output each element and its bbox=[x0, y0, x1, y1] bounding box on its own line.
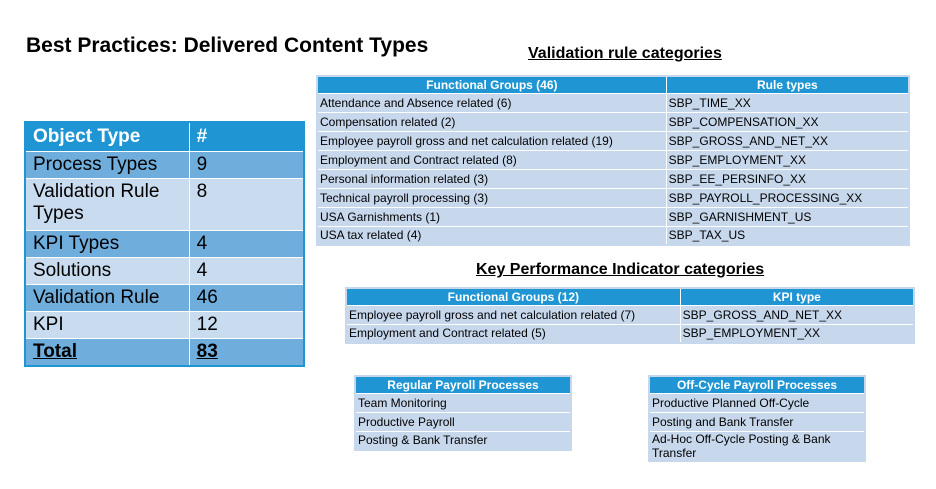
kpi-category-table: Functional Groups (12) KPI type Employee… bbox=[345, 287, 915, 344]
table-row: Validation Rule 46 bbox=[24, 283, 305, 312]
regular-header-row: Regular Payroll Processes bbox=[354, 375, 572, 394]
functional-group-cell: Employment and Contract related (5) bbox=[345, 323, 681, 344]
page-title: Best Practices: Delivered Content Types bbox=[26, 34, 429, 57]
table-row: Employment and Contract related (5) SBP_… bbox=[345, 323, 915, 344]
table-row: KPI 12 bbox=[24, 310, 305, 339]
offcycle-payroll-table: Off-Cycle Payroll Processes Productive P… bbox=[648, 375, 866, 462]
kpi-type-header: KPI type bbox=[679, 287, 915, 306]
functional-group-cell: USA tax related (4) bbox=[316, 225, 667, 246]
functional-group-cell: Attendance and Absence related (6) bbox=[316, 92, 667, 113]
functional-group-cell: Employee payroll gross and net calculati… bbox=[316, 130, 667, 151]
object-type-table: Object Type # Process Types 9 Validation… bbox=[24, 121, 305, 367]
object-table-header-row: Object Type # bbox=[24, 121, 305, 152]
rule-type-cell: SBP_GROSS_AND_NET_XX bbox=[665, 130, 910, 151]
total-row: Total 83 bbox=[24, 337, 305, 366]
list-item: Productive Payroll bbox=[354, 411, 572, 432]
process-cell: Productive Payroll bbox=[354, 411, 572, 432]
list-item: Posting and Bank Transfer bbox=[648, 411, 866, 432]
total-count: 83 bbox=[188, 337, 305, 366]
table-row: USA Garnishments (1) SBP_GARNISHMENT_US bbox=[316, 206, 910, 227]
rule-types-header: Rule types bbox=[665, 75, 910, 94]
rule-type-cell: SBP_EMPLOYMENT_XX bbox=[665, 149, 910, 170]
offcycle-payroll-header: Off-Cycle Payroll Processes bbox=[648, 375, 866, 394]
validation-section-title: Validation rule categories bbox=[528, 45, 722, 62]
object-type-header: Object Type bbox=[24, 121, 190, 152]
functional-group-cell: Compensation related (2) bbox=[316, 111, 667, 132]
object-type-cell: KPI bbox=[24, 310, 190, 339]
kpi-type-cell: SBP_GROSS_AND_NET_XX bbox=[679, 304, 915, 325]
table-row: KPI Types 4 bbox=[24, 229, 305, 258]
count-cell: 12 bbox=[188, 310, 305, 339]
offcycle-header-row: Off-Cycle Payroll Processes bbox=[648, 375, 866, 394]
table-row: Attendance and Absence related (6) SBP_T… bbox=[316, 92, 910, 113]
object-type-cell: Process Types bbox=[24, 150, 190, 179]
table-row: Process Types 9 bbox=[24, 150, 305, 179]
count-header: # bbox=[188, 121, 305, 152]
functional-group-cell: Employment and Contract related (8) bbox=[316, 149, 667, 170]
list-item: Team Monitoring bbox=[354, 392, 572, 413]
count-cell: 4 bbox=[188, 256, 305, 285]
total-label: Total bbox=[24, 337, 190, 366]
table-row: USA tax related (4) SBP_TAX_US bbox=[316, 225, 910, 246]
count-cell: 4 bbox=[188, 229, 305, 258]
object-type-cell: Validation Rule bbox=[24, 283, 190, 312]
table-row: Solutions 4 bbox=[24, 256, 305, 285]
process-cell: Ad-Hoc Off-Cycle Posting & Bank Transfer bbox=[648, 430, 866, 462]
regular-payroll-header: Regular Payroll Processes bbox=[354, 375, 572, 394]
table-row: Technical payroll processing (3) SBP_PAY… bbox=[316, 187, 910, 208]
rule-type-cell: SBP_TAX_US bbox=[665, 225, 910, 246]
kpi-section-title: Key Performance Indicator categories bbox=[476, 261, 765, 278]
regular-payroll-table: Regular Payroll Processes Team Monitorin… bbox=[354, 375, 572, 451]
functional-group-cell: USA Garnishments (1) bbox=[316, 206, 667, 227]
list-item: Productive Planned Off-Cycle bbox=[648, 392, 866, 413]
table-row: Employee payroll gross and net calculati… bbox=[345, 304, 915, 325]
count-cell: 9 bbox=[188, 150, 305, 179]
list-item: Posting & Bank Transfer bbox=[354, 430, 572, 451]
rule-type-cell: SBP_COMPENSATION_XX bbox=[665, 111, 910, 132]
functional-groups-header: Functional Groups (12) bbox=[345, 287, 681, 306]
process-cell: Productive Planned Off-Cycle bbox=[648, 392, 866, 413]
table-row: Personal information related (3) SBP_EE_… bbox=[316, 168, 910, 189]
count-cell: 8 bbox=[188, 177, 305, 231]
rule-type-cell: SBP_PAYROLL_PROCESSING_XX bbox=[665, 187, 910, 208]
object-type-cell: Validation Rule Types bbox=[24, 177, 190, 231]
process-cell: Posting & Bank Transfer bbox=[354, 430, 572, 451]
table-row: Employee payroll gross and net calculati… bbox=[316, 130, 910, 151]
kpi-header-row: Functional Groups (12) KPI type bbox=[345, 287, 915, 306]
functional-groups-header: Functional Groups (46) bbox=[316, 75, 667, 94]
table-row: Validation Rule Types 8 bbox=[24, 177, 305, 231]
list-item: Ad-Hoc Off-Cycle Posting & Bank Transfer bbox=[648, 430, 866, 462]
rule-type-cell: SBP_GARNISHMENT_US bbox=[665, 206, 910, 227]
object-type-cell: Solutions bbox=[24, 256, 190, 285]
table-row: Employment and Contract related (8) SBP_… bbox=[316, 149, 910, 170]
object-type-cell: KPI Types bbox=[24, 229, 190, 258]
functional-group-cell: Employee payroll gross and net calculati… bbox=[345, 304, 681, 325]
rule-type-cell: SBP_EE_PERSINFO_XX bbox=[665, 168, 910, 189]
validation-header-row: Functional Groups (46) Rule types bbox=[316, 75, 910, 94]
functional-group-cell: Technical payroll processing (3) bbox=[316, 187, 667, 208]
process-cell: Team Monitoring bbox=[354, 392, 572, 413]
table-row: Compensation related (2) SBP_COMPENSATIO… bbox=[316, 111, 910, 132]
validation-rule-table: Functional Groups (46) Rule types Attend… bbox=[316, 75, 910, 246]
count-cell: 46 bbox=[188, 283, 305, 312]
rule-type-cell: SBP_TIME_XX bbox=[665, 92, 910, 113]
process-cell: Posting and Bank Transfer bbox=[648, 411, 866, 432]
functional-group-cell: Personal information related (3) bbox=[316, 168, 667, 189]
kpi-type-cell: SBP_EMPLOYMENT_XX bbox=[679, 323, 915, 344]
